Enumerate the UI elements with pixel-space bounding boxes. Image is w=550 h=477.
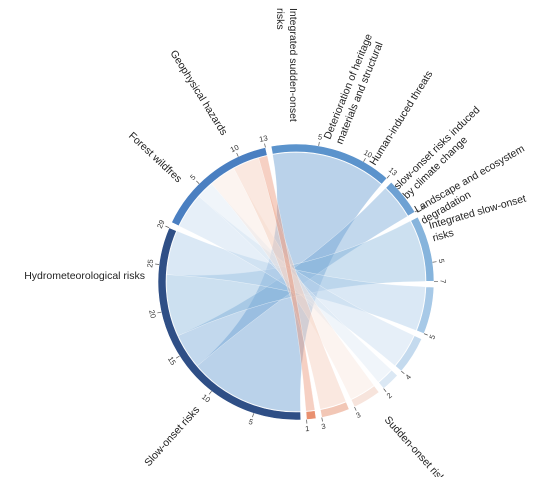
tick-mark-geo-5 [432,261,437,263]
arc-slow [171,147,268,227]
ribbon-hydro-to-sudden [196,152,382,412]
tick-label-slow-13: 13 [258,133,268,144]
tick-label-sudden-5: 5 [248,417,255,427]
tick-label-human-2: 2 [385,391,394,401]
ribbon-geo-to-sudden [166,220,426,337]
tick-mark-hydro-10 [363,158,366,162]
group-label-hydro: Hydrometeorological risks [24,270,145,282]
tick-label-geo-5: 5 [437,258,447,263]
arc-hydro [270,143,388,185]
tick-mark-hydro-5 [318,141,320,146]
tick-label-sudden-15: 15 [166,355,178,367]
tick-mark-hydro-13 [386,174,390,179]
tick-label-hydro-13: 13 [387,165,399,177]
tick-label-hydro-5: 5 [317,132,323,142]
arc-integ_slow [305,410,317,420]
tick-mark-slow-10 [236,152,239,157]
group-label-heritage: Deterioration of heritagematerials and s… [322,32,387,146]
tick-mark-heritage-4 [401,370,405,375]
group-label-geo: Geophysical hazards [167,48,229,138]
tick-label-sudden-20: 20 [147,309,158,319]
group-label-integ_sudden: Integrated sudden-onsetrisks [274,8,299,122]
tick-label-integ_slow-1: 1 [305,424,310,433]
ribbon-integ_sudden-to-sudden [166,230,426,331]
arc-climate [350,385,380,408]
chord-group-arcs [157,143,435,421]
group-label-fire: Forest wildfres [126,130,184,185]
tick-mark-integ_sudden-5 [423,333,428,336]
tick-mark-slow-5 [196,180,200,184]
tick-mark-sudden-25 [155,263,160,265]
tick-mark-climate-3 [354,406,357,411]
tick-label-climate-3: 3 [355,410,363,420]
arc-sudden [157,227,302,421]
tick-label-integ_sudden-5: 5 [427,333,437,340]
tick-mark-sudden-5 [252,413,255,418]
tick-label-geo-7: 7 [438,279,447,283]
chord-ticks: 5 10 15 20 25 29 5 10 13 5 10 13 4 5 7 5 4 2 3 3 1 [145,132,447,433]
tick-mark-sudden-20 [157,311,162,314]
tick-mark-sudden-29 [165,225,170,229]
tick-mark-fire-4 [414,209,419,213]
tick-label-sudden-10: 10 [200,392,212,404]
tick-label-slow-10: 10 [229,143,240,155]
tick-label-landscape-3: 3 [321,422,327,432]
arc-geo [410,216,435,282]
group-label-sudden: Sudden-onset risks [382,414,451,477]
arc-landscape [319,401,350,418]
ribbon-human-to-slow [198,183,392,383]
tick-mark-sudden-10 [208,390,212,395]
ribbon-fire-to-sudden [177,187,408,367]
arc-integ_sudden [416,286,435,335]
chord-ribbons [166,152,426,412]
tick-mark-human-2 [383,388,387,392]
tick-mark-landscape-3 [321,417,323,422]
ribbon-integ_slow-to-slow [258,155,316,412]
ribbon-heritage-to-slow [178,195,415,367]
arc-fire [385,181,416,217]
tick-label-slow-5: 5 [188,173,197,182]
group-label-slow: Slow-onset risks [142,404,202,469]
arc-heritage [394,335,423,372]
tick-mark-sudden-15 [175,355,180,359]
tick-mark-slow-13 [264,143,266,148]
tick-label-sudden-29: 29 [155,219,167,230]
tick-label-fire-4: 4 [418,203,428,211]
arc-human [378,369,398,390]
tick-label-heritage-4: 4 [403,372,413,381]
ribbon-climate-to-slow [211,168,375,400]
tick-label-sudden-25: 25 [145,259,155,268]
tick-label-hydro-10: 10 [362,148,374,160]
ribbon-landscape-to-slow [233,157,347,410]
